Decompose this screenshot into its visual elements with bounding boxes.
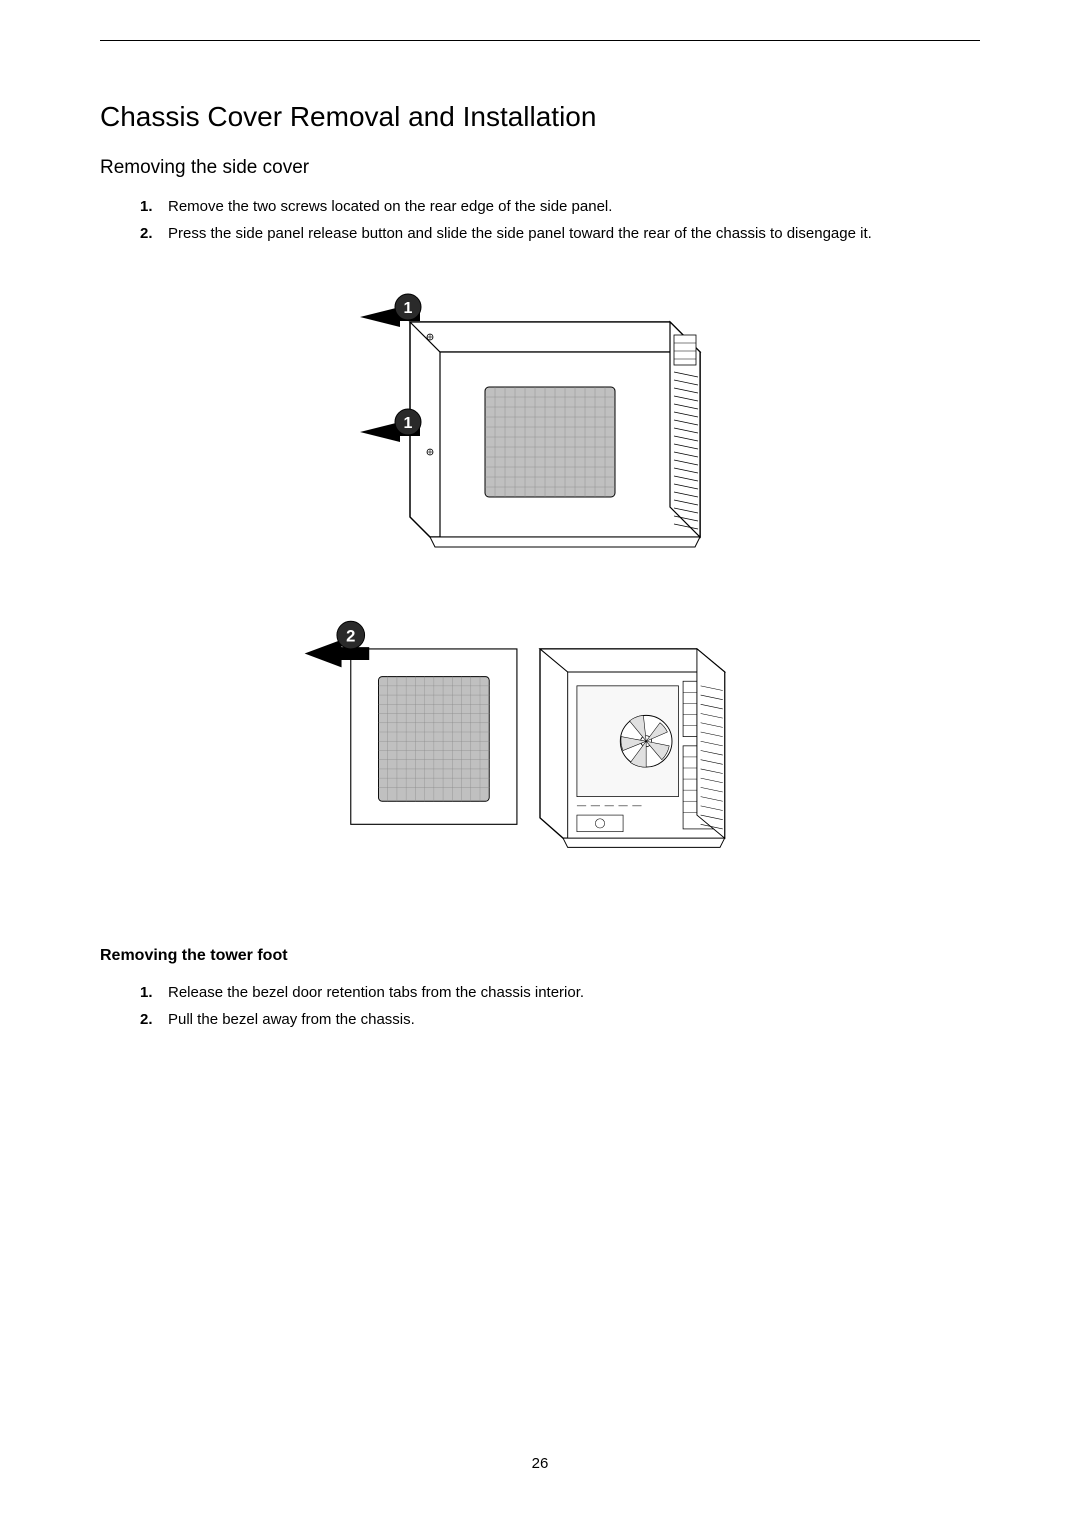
chassis-open-svg: 2 (300, 587, 780, 877)
list-number: 1. (140, 979, 153, 1006)
step-text: Release the bezel door retention tabs fr… (168, 984, 584, 1001)
svg-text:1: 1 (404, 300, 413, 317)
svg-text:1: 1 (404, 415, 413, 432)
header-rule (100, 40, 980, 41)
list-number: 2. (140, 1006, 153, 1033)
page-number: 26 (532, 1455, 549, 1472)
list-item: 2. Press the side panel release button a… (140, 220, 980, 247)
step-text: Pull the bezel away from the chassis. (168, 1011, 415, 1028)
tower-foot-steps: 1. Release the bezel door retention tabs… (100, 979, 980, 1033)
figure-area: 1 1 (100, 277, 980, 897)
list-number: 1. (140, 193, 153, 220)
chassis-closed-svg: 1 1 (300, 277, 780, 567)
subsection-removing-side-cover: Removing the side cover (100, 157, 980, 179)
section-title: Chassis Cover Removal and Installation (100, 101, 980, 133)
list-item: 2. Pull the bezel away from the chassis. (140, 1006, 980, 1033)
figure-chassis-open: 2 (300, 587, 780, 877)
list-number: 2. (140, 220, 153, 247)
figure-chassis-closed: 1 1 (300, 277, 780, 567)
list-item: 1. Remove the two screws located on the … (140, 193, 980, 220)
tower-foot-section: Removing the tower foot 1. Release the b… (100, 947, 980, 1033)
subsection-removing-tower-foot: Removing the tower foot (100, 947, 980, 965)
page-container: Chassis Cover Removal and Installation R… (0, 0, 1080, 1527)
step-text: Remove the two screws located on the rea… (168, 198, 612, 215)
svg-text:2: 2 (346, 627, 355, 646)
step-text: Press the side panel release button and … (168, 225, 872, 242)
side-cover-steps: 1. Remove the two screws located on the … (100, 193, 980, 247)
list-item: 1. Release the bezel door retention tabs… (140, 979, 980, 1006)
